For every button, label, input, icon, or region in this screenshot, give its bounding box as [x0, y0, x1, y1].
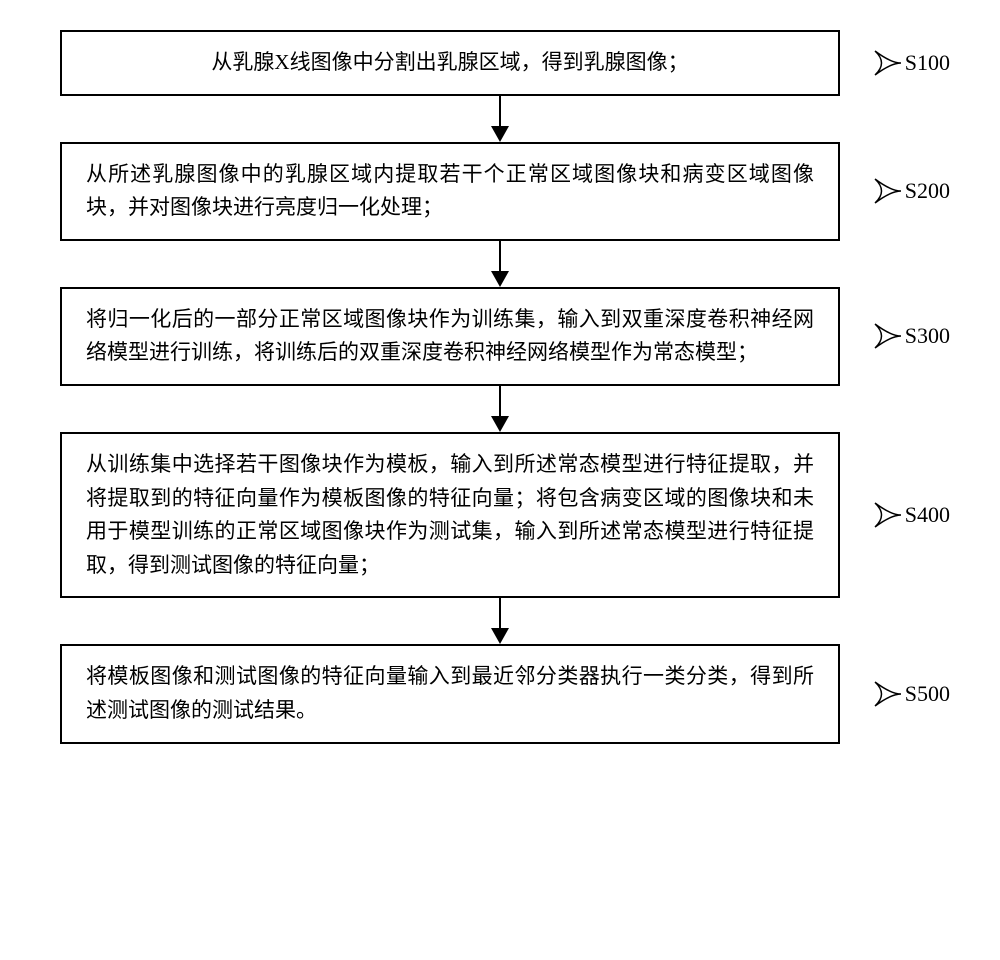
step-text-4: 从训练集中选择若干图像块作为模板，输入到所述常态模型进行特征提取，并将提取到的特… [86, 452, 814, 577]
curve-icon [873, 680, 903, 708]
step-label-wrapper-2: S200 [873, 177, 950, 205]
step-label-4: S400 [905, 502, 950, 528]
arrow-wrapper-4 [110, 598, 890, 644]
step-box-1: 从乳腺X线图像中分割出乳腺区域，得到乳腺图像； [60, 30, 840, 96]
step-text-2: 从所述乳腺图像中的乳腺区域内提取若干个正常区域图像块和病变区域图像块，并对图像块… [86, 162, 814, 220]
curve-icon [873, 177, 903, 205]
step-label-2: S200 [905, 178, 950, 204]
step-text-1: 从乳腺X线图像中分割出乳腺区域，得到乳腺图像； [211, 50, 688, 74]
step-wrapper-3: 将归一化后的一部分正常区域图像块作为训练集，输入到双重深度卷积神经网络模型进行训… [60, 287, 940, 386]
step-text-3: 将归一化后的一部分正常区域图像块作为训练集，输入到双重深度卷积神经网络模型进行训… [86, 307, 814, 365]
curve-icon [873, 322, 903, 350]
arrow-down-icon [480, 598, 520, 644]
step-label-5: S500 [905, 681, 950, 707]
arrow-wrapper-1 [110, 96, 890, 142]
step-label-1: S100 [905, 50, 950, 76]
step-box-5: 将模板图像和测试图像的特征向量输入到最近邻分类器执行一类分类，得到所述测试图像的… [60, 644, 840, 743]
step-wrapper-5: 将模板图像和测试图像的特征向量输入到最近邻分类器执行一类分类，得到所述测试图像的… [60, 644, 940, 743]
step-text-5: 将模板图像和测试图像的特征向量输入到最近邻分类器执行一类分类，得到所述测试图像的… [86, 664, 814, 722]
curve-icon [873, 49, 903, 77]
arrow-down-icon [480, 241, 520, 287]
step-box-3: 将归一化后的一部分正常区域图像块作为训练集，输入到双重深度卷积神经网络模型进行训… [60, 287, 840, 386]
step-label-wrapper-3: S300 [873, 322, 950, 350]
curve-icon [873, 501, 903, 529]
step-label-wrapper-5: S500 [873, 680, 950, 708]
step-wrapper-2: 从所述乳腺图像中的乳腺区域内提取若干个正常区域图像块和病变区域图像块，并对图像块… [60, 142, 940, 241]
flowchart-container: 从乳腺X线图像中分割出乳腺区域，得到乳腺图像； S100 从所述乳腺图像中的乳腺… [60, 30, 940, 744]
arrow-wrapper-2 [110, 241, 890, 287]
step-box-2: 从所述乳腺图像中的乳腺区域内提取若干个正常区域图像块和病变区域图像块，并对图像块… [60, 142, 840, 241]
step-box-4: 从训练集中选择若干图像块作为模板，输入到所述常态模型进行特征提取，并将提取到的特… [60, 432, 840, 598]
step-label-wrapper-1: S100 [873, 49, 950, 77]
step-wrapper-4: 从训练集中选择若干图像块作为模板，输入到所述常态模型进行特征提取，并将提取到的特… [60, 432, 940, 598]
arrow-down-icon [480, 96, 520, 142]
arrow-down-icon [480, 386, 520, 432]
step-label-wrapper-4: S400 [873, 501, 950, 529]
arrow-wrapper-3 [110, 386, 890, 432]
step-label-3: S300 [905, 323, 950, 349]
step-wrapper-1: 从乳腺X线图像中分割出乳腺区域，得到乳腺图像； S100 [60, 30, 940, 96]
